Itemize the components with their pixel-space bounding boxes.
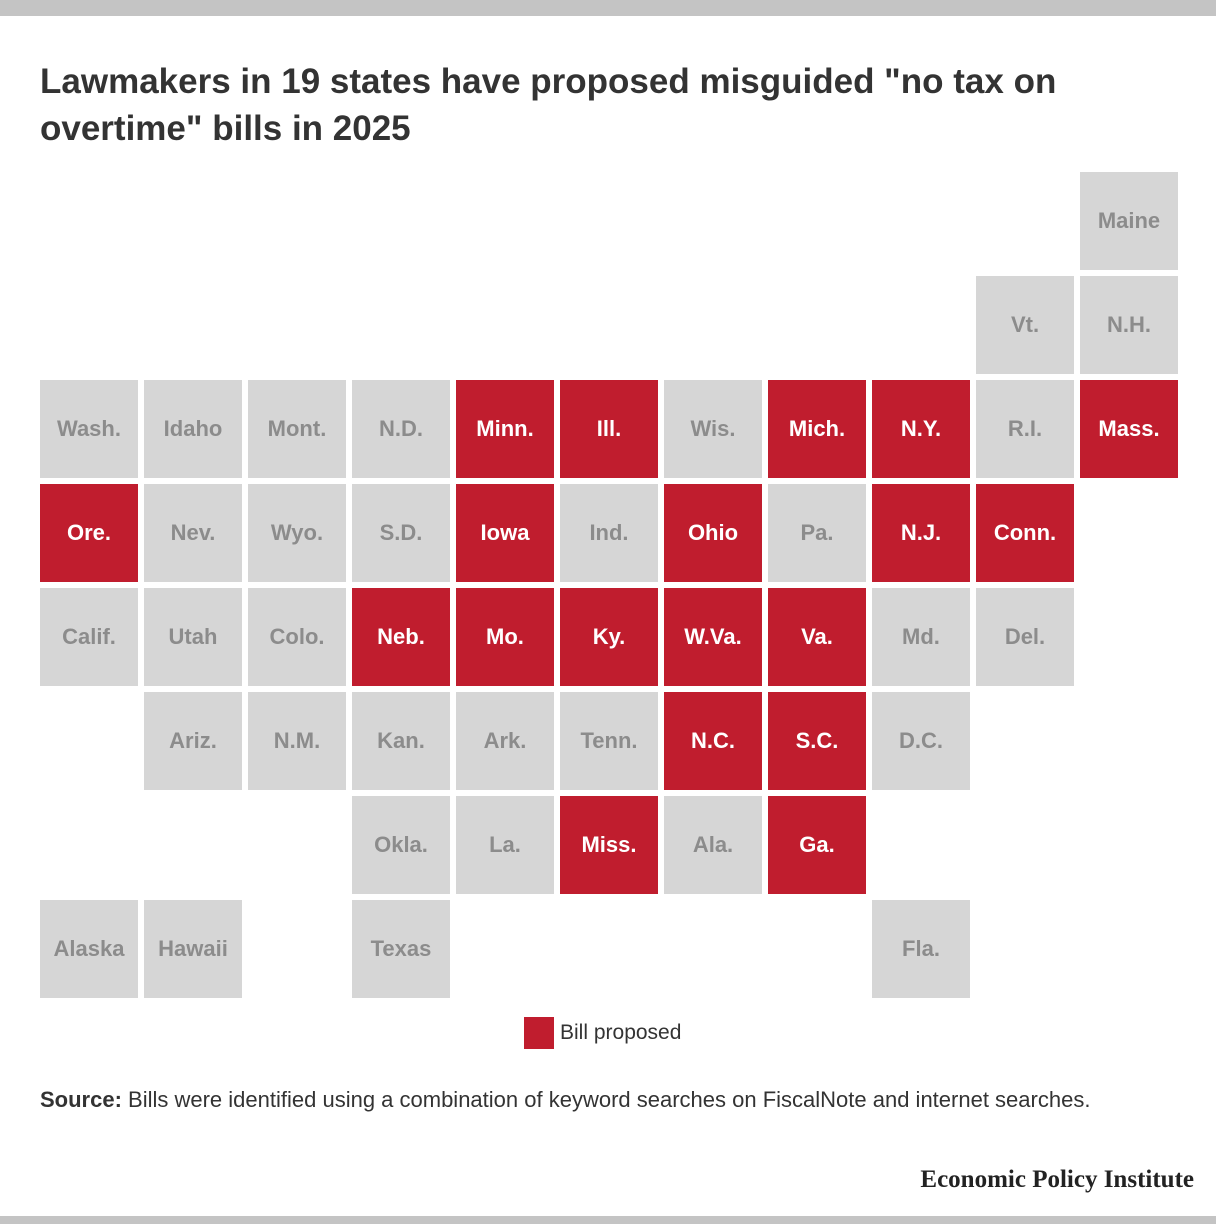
source-label: Source: (40, 1087, 122, 1112)
state-tile-ga: Ga. (768, 796, 866, 894)
state-tile-alaska: Alaska (40, 900, 138, 998)
legend: Bill proposed (524, 1016, 681, 1050)
state-tile-w-va: W.Va. (664, 588, 762, 686)
state-tile-texas: Texas (352, 900, 450, 998)
state-tile-ind: Ind. (560, 484, 658, 582)
state-tile-idaho: Idaho (144, 380, 242, 478)
state-tile-n-j: N.J. (872, 484, 970, 582)
state-tile-ark: Ark. (456, 692, 554, 790)
state-tile-colo: Colo. (248, 588, 346, 686)
legend-swatch-bill-proposed (524, 1017, 554, 1049)
state-tile-ariz: Ariz. (144, 692, 242, 790)
state-tile-la: La. (456, 796, 554, 894)
chart-title: Lawmakers in 19 states have proposed mis… (40, 62, 1057, 148)
state-tile-nev: Nev. (144, 484, 242, 582)
state-tile-s-d: S.D. (352, 484, 450, 582)
top-border (0, 0, 1216, 16)
state-tile-ohio: Ohio (664, 484, 762, 582)
state-tile-calif: Calif. (40, 588, 138, 686)
state-tile-mass: Mass. (1080, 380, 1178, 478)
state-tile-s-c: S.C. (768, 692, 866, 790)
state-tile-pa: Pa. (768, 484, 866, 582)
state-tile-miss: Miss. (560, 796, 658, 894)
state-tile-kan: Kan. (352, 692, 450, 790)
state-tile-n-c: N.C. (664, 692, 762, 790)
state-tile-r-i: R.I. (976, 380, 1074, 478)
state-tile-n-y: N.Y. (872, 380, 970, 478)
state-tile-maine: Maine (1080, 172, 1178, 270)
state-tile-map: Maine Vt. N.H. Wash. Idaho Mont. N.D. Minn. Ill.… (40, 172, 1178, 998)
state-tile-wash: Wash. (40, 380, 138, 478)
state-tile-ill: Ill. (560, 380, 658, 478)
state-tile-wis: Wis. (664, 380, 762, 478)
state-tile-md: Md. (872, 588, 970, 686)
state-tile-wyo: Wyo. (248, 484, 346, 582)
publisher-credit: Economic Policy Institute (920, 1166, 1194, 1193)
state-tile-tenn: Tenn. (560, 692, 658, 790)
state-tile-vt: Vt. (976, 276, 1074, 374)
state-tile-mont: Mont. (248, 380, 346, 478)
state-tile-va: Va. (768, 588, 866, 686)
state-tile-n-m: N.M. (248, 692, 346, 790)
state-tile-minn: Minn. (456, 380, 554, 478)
state-tile-mo: Mo. (456, 588, 554, 686)
state-tile-conn: Conn. (976, 484, 1074, 582)
state-tile-ala: Ala. (664, 796, 762, 894)
state-tile-mich: Mich. (768, 380, 866, 478)
state-tile-fla: Fla. (872, 900, 970, 998)
state-tile-n-h: N.H. (1080, 276, 1178, 374)
state-tile-neb: Neb. (352, 588, 450, 686)
source-text: Bills were identified using a combinatio… (121, 1087, 1091, 1112)
bottom-border (0, 1216, 1216, 1224)
state-tile-ore: Ore. (40, 484, 138, 582)
state-tile-n-d: N.D. (352, 380, 450, 478)
state-tile-del: Del. (976, 588, 1074, 686)
state-tile-okla: Okla. (352, 796, 450, 894)
state-tile-ky: Ky. (560, 588, 658, 686)
source-note: Source: Bills were identified using a co… (40, 1083, 1160, 1116)
state-tile-d-c: D.C. (872, 692, 970, 790)
state-tile-hawaii: Hawaii (144, 900, 242, 998)
state-tile-utah: Utah (144, 588, 242, 686)
legend-label: Bill proposed (560, 1021, 682, 1044)
state-tile-iowa: Iowa (456, 484, 554, 582)
